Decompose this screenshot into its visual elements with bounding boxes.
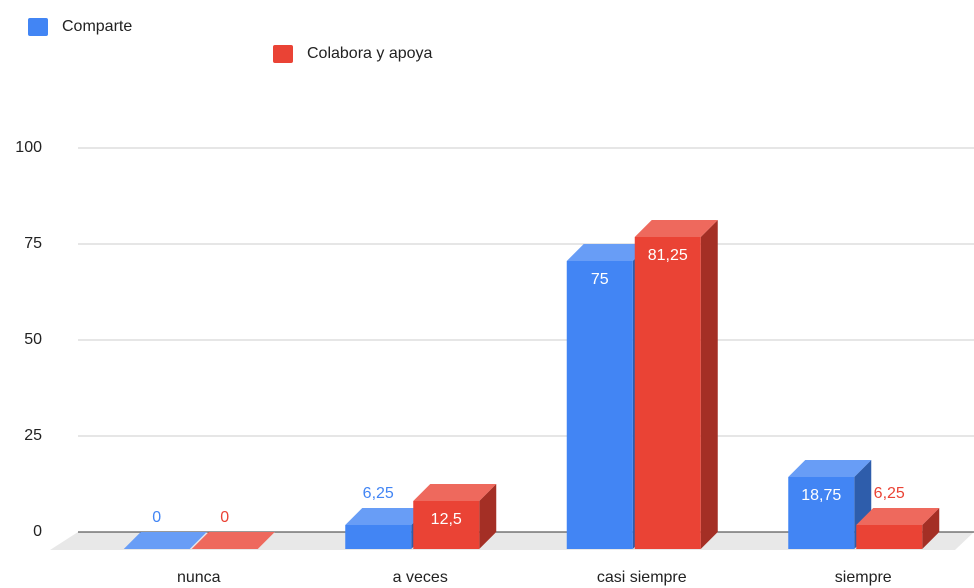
value-label: 81,25 <box>648 247 688 264</box>
legend-label: Comparte <box>62 18 132 35</box>
value-label: 75 <box>591 271 609 288</box>
bar-top <box>566 244 650 261</box>
bar-side <box>479 484 497 549</box>
bar-side <box>922 508 940 549</box>
bar-front <box>634 237 701 549</box>
bar <box>788 460 872 549</box>
x-tick-label: siempre <box>835 569 892 586</box>
value-label: 6,25 <box>874 485 905 502</box>
bar-front <box>345 525 412 549</box>
bar-top <box>788 460 872 477</box>
bar-top <box>413 484 497 501</box>
legend-label: Colabora y apoya <box>307 45 433 62</box>
y-tick-label: 25 <box>24 427 42 444</box>
bar-top <box>634 220 718 237</box>
y-tick-label: 0 <box>33 523 42 540</box>
value-label: 0 <box>152 509 161 526</box>
y-tick-label: 100 <box>15 139 42 156</box>
bar-side <box>700 220 718 549</box>
bar-front <box>788 477 855 549</box>
x-tick-label: casi siempre <box>597 569 687 586</box>
value-label: 18,75 <box>801 487 841 504</box>
bar-top <box>123 532 207 549</box>
bar-front <box>856 525 923 549</box>
y-tick-label: 75 <box>24 235 42 252</box>
floor <box>50 532 974 550</box>
bar <box>191 532 275 549</box>
x-tick-label: nunca <box>177 569 221 586</box>
legend-swatch <box>28 18 48 36</box>
value-label: 6,25 <box>363 485 394 502</box>
bar-top <box>345 508 429 525</box>
bar-top <box>856 508 940 525</box>
bar-front <box>413 501 480 549</box>
value-label: 12,5 <box>431 511 462 528</box>
y-tick-label: 50 <box>24 331 42 348</box>
bar <box>123 532 207 549</box>
bar <box>634 220 718 549</box>
x-tick-label: a veces <box>393 569 448 586</box>
bar <box>413 484 497 549</box>
bar <box>856 508 940 549</box>
legend-swatch <box>273 45 293 63</box>
bar-front <box>566 261 633 549</box>
bar-top <box>191 532 275 549</box>
value-label: 0 <box>220 509 229 526</box>
